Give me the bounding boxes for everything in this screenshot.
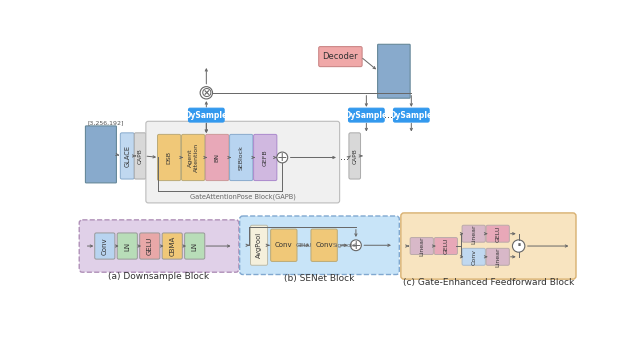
FancyBboxPatch shape	[184, 233, 205, 259]
FancyBboxPatch shape	[189, 108, 224, 122]
Text: SEBlock: SEBlock	[239, 145, 244, 170]
Text: BN: BN	[214, 153, 220, 162]
FancyBboxPatch shape	[146, 121, 340, 203]
Text: GLACE: GLACE	[124, 145, 131, 167]
Text: GELU: GELU	[147, 237, 153, 255]
FancyBboxPatch shape	[239, 216, 399, 275]
FancyBboxPatch shape	[410, 238, 433, 254]
Text: DySample: DySample	[390, 111, 433, 120]
Text: GEFB: GEFB	[263, 149, 268, 166]
FancyBboxPatch shape	[230, 134, 253, 181]
Text: Linear: Linear	[419, 236, 424, 256]
FancyBboxPatch shape	[157, 134, 180, 181]
Text: ...: ...	[340, 152, 349, 162]
Circle shape	[277, 152, 288, 163]
Text: Conv: Conv	[316, 242, 333, 248]
Text: GELU: GELU	[495, 225, 500, 242]
FancyBboxPatch shape	[140, 233, 160, 259]
Text: Linear: Linear	[471, 224, 476, 244]
Text: ·: ·	[515, 236, 522, 256]
FancyBboxPatch shape	[120, 133, 134, 179]
Text: CAPB: CAPB	[138, 148, 143, 164]
Text: LN: LN	[192, 242, 198, 251]
FancyBboxPatch shape	[85, 126, 116, 183]
Text: Conv: Conv	[471, 249, 476, 265]
FancyBboxPatch shape	[117, 233, 138, 259]
Text: Conv: Conv	[275, 242, 292, 248]
Text: (a) Downsample Block: (a) Downsample Block	[109, 272, 210, 281]
Circle shape	[513, 240, 525, 252]
Text: (c) Gate-Enhanced Feedforward Block: (c) Gate-Enhanced Feedforward Block	[403, 278, 574, 287]
FancyBboxPatch shape	[253, 134, 277, 181]
Text: ⊗: ⊗	[200, 86, 212, 100]
FancyBboxPatch shape	[205, 134, 229, 181]
Circle shape	[200, 87, 212, 99]
FancyBboxPatch shape	[349, 108, 384, 122]
Text: DySample: DySample	[185, 111, 228, 120]
Text: Sigmoid: Sigmoid	[333, 243, 357, 248]
Text: CAPB: CAPB	[352, 148, 357, 164]
FancyBboxPatch shape	[134, 133, 146, 179]
FancyBboxPatch shape	[182, 134, 205, 181]
FancyBboxPatch shape	[486, 225, 509, 242]
Text: GELU: GELU	[296, 243, 312, 248]
FancyBboxPatch shape	[434, 238, 458, 254]
FancyBboxPatch shape	[95, 233, 115, 259]
FancyBboxPatch shape	[486, 248, 509, 265]
Text: LN: LN	[124, 242, 131, 251]
FancyBboxPatch shape	[462, 248, 485, 265]
Text: Decoder: Decoder	[323, 52, 358, 61]
Text: ...: ...	[385, 110, 394, 120]
FancyBboxPatch shape	[162, 233, 182, 259]
Text: +: +	[277, 151, 287, 164]
Text: (b) SENet Block: (b) SENet Block	[284, 274, 355, 283]
FancyBboxPatch shape	[378, 44, 410, 98]
Circle shape	[351, 240, 362, 251]
FancyBboxPatch shape	[394, 108, 429, 122]
FancyBboxPatch shape	[79, 220, 239, 272]
FancyBboxPatch shape	[271, 229, 297, 262]
Text: DSB: DSB	[166, 151, 172, 164]
Text: +: +	[351, 239, 361, 252]
Text: Linear: Linear	[495, 247, 500, 267]
FancyBboxPatch shape	[401, 213, 576, 279]
Text: GateAttentionPose Block(GAPB): GateAttentionPose Block(GAPB)	[190, 193, 296, 200]
FancyBboxPatch shape	[311, 229, 337, 262]
Text: Agent
Attention: Agent Attention	[188, 143, 198, 172]
Text: Conv: Conv	[102, 237, 108, 255]
Text: [3,256,192]: [3,256,192]	[88, 120, 124, 125]
FancyBboxPatch shape	[349, 133, 360, 179]
Text: GELU: GELU	[444, 238, 448, 254]
FancyBboxPatch shape	[319, 47, 362, 67]
Text: AvgPool: AvgPool	[256, 232, 262, 258]
FancyBboxPatch shape	[250, 225, 268, 265]
FancyBboxPatch shape	[462, 225, 485, 242]
Text: CBMA: CBMA	[169, 236, 175, 256]
Text: DySample: DySample	[345, 111, 388, 120]
